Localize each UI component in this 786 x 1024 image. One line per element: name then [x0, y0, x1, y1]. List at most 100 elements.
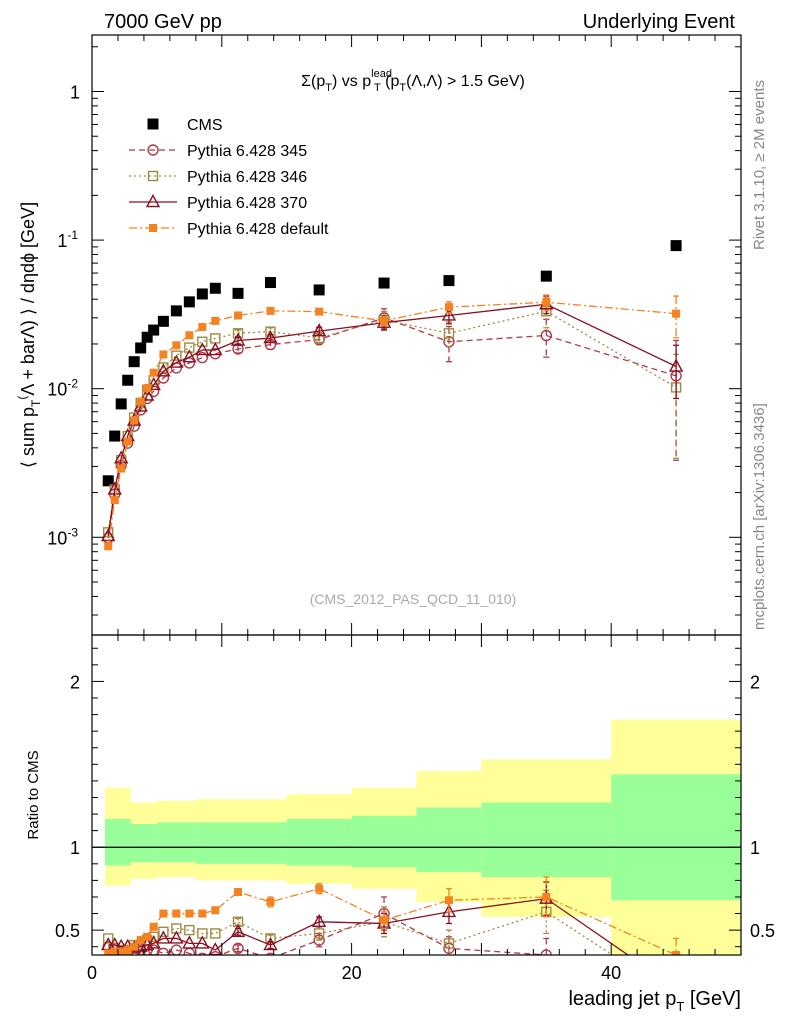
data-point: [443, 328, 455, 339]
ratio-point: [263, 937, 278, 951]
ratio-point: [130, 942, 139, 951]
uncertainty-band-green: [416, 807, 482, 873]
x-tick-label: 0: [87, 963, 97, 983]
ratio-point: [185, 909, 194, 918]
data-point: [172, 341, 181, 350]
ratio-y-tick-label-right: 0.5: [750, 921, 775, 941]
data-point: [141, 331, 153, 343]
ratio-point: [232, 942, 244, 955]
data-point: [443, 275, 455, 287]
uncertainty-band-green: [195, 822, 287, 864]
data-point: [234, 311, 243, 320]
data-point: [315, 307, 324, 316]
series-pythia-6-428-345: [102, 308, 682, 544]
data-point: [101, 528, 116, 542]
data-point: [171, 350, 182, 361]
ratio-point: [172, 909, 181, 918]
series-line: [107, 303, 677, 537]
legend-item: Pythia 6.428 default: [129, 221, 329, 238]
data-point: [542, 298, 551, 307]
ratio-y-tick-label: 1: [70, 838, 80, 858]
data-point: [148, 324, 160, 336]
legend-label: CMS: [187, 117, 223, 134]
legend-label: Pythia 6.428 345: [187, 143, 307, 160]
uncertainty-band-green: [156, 822, 196, 863]
ratio-point: [380, 916, 389, 925]
ratio-point: [234, 887, 243, 896]
data-point: [170, 305, 182, 317]
data-point: [441, 307, 457, 321]
ratio-point: [313, 928, 325, 939]
data-point: [143, 384, 152, 393]
ratio-point: [540, 949, 552, 955]
data-point: [128, 356, 140, 368]
ratio-point: [110, 947, 119, 955]
ratio-point: [143, 932, 152, 941]
data-point: [122, 374, 134, 386]
data-point: [169, 354, 184, 368]
ratio-point: [265, 952, 276, 955]
data-point: [130, 416, 139, 425]
series-cms: [102, 240, 682, 487]
ratio-point: [156, 930, 171, 944]
legend-item: Pythia 6.428 346: [129, 169, 307, 186]
ratio-point: [230, 923, 246, 937]
ratio-point: [315, 884, 324, 893]
data-point: [196, 288, 208, 300]
ratio-point: [103, 933, 114, 944]
ratio-line: [107, 911, 614, 955]
ratio-point: [542, 892, 551, 901]
ratio-point: [182, 935, 197, 949]
legend-label: Pythia 6.428 370: [187, 195, 307, 212]
ratio-y-tick-label: 2: [70, 672, 80, 692]
uncertainty-band-green: [481, 802, 612, 878]
ratio-frame: [91, 634, 742, 956]
data-point: [146, 376, 161, 391]
ratio-point: [169, 930, 184, 944]
legend-label: Pythia 6.428 default: [187, 221, 329, 238]
data-point: [182, 349, 197, 363]
uncertainty-band-green: [351, 815, 417, 868]
data-point: [209, 282, 221, 294]
y-tick-label: 1: [70, 82, 80, 102]
ratio-point: [672, 951, 681, 955]
data-point: [115, 398, 127, 410]
main-y-axis-label: ⟨ sum pT(Λ + barΛ) ⟩ / dηdϕ [GeV]: [15, 202, 43, 468]
legend-marker: [147, 118, 159, 130]
x-axis-label: leading jet pT [GeV]: [568, 988, 741, 1014]
data-point: [149, 368, 158, 377]
legend-marker: [145, 194, 161, 208]
uncertainty-band-green: [130, 824, 157, 863]
data-point: [198, 323, 207, 332]
ratio-point: [197, 952, 207, 955]
ratio-panel-axes: 0.5 0.51 12 20 20 40: [55, 634, 775, 983]
ratio-point: [104, 949, 113, 955]
ratio-point: [157, 947, 170, 955]
uncertainty-band-green: [104, 819, 131, 866]
data-point: [378, 277, 390, 289]
data-point: [540, 329, 552, 342]
data-point: [107, 481, 122, 495]
ratio-point: [195, 935, 210, 949]
ratio-point: [441, 903, 457, 918]
ratio-point: [184, 924, 195, 936]
data-point: [196, 351, 209, 364]
y-tick-label: 10-2: [47, 377, 78, 400]
legend-marker: [149, 224, 157, 232]
data-point: [197, 336, 208, 347]
ratio-point: [209, 950, 221, 955]
ratio-point: [211, 906, 220, 915]
data-point: [156, 363, 171, 377]
ratio-point: [198, 909, 207, 918]
series-line: [107, 301, 677, 547]
ratio-point: [123, 946, 132, 955]
data-point: [266, 306, 275, 315]
ratio-panel-plot-area: [92, 719, 741, 955]
ratio-point: [210, 928, 221, 939]
data-point: [313, 284, 325, 296]
data-point: [110, 496, 119, 505]
header-left: 7000 GeV pp: [104, 11, 222, 33]
uncertainty-band-green: [611, 774, 741, 901]
analysis-annotation: (CMS_2012_PAS_QCD_11_010): [310, 591, 517, 607]
